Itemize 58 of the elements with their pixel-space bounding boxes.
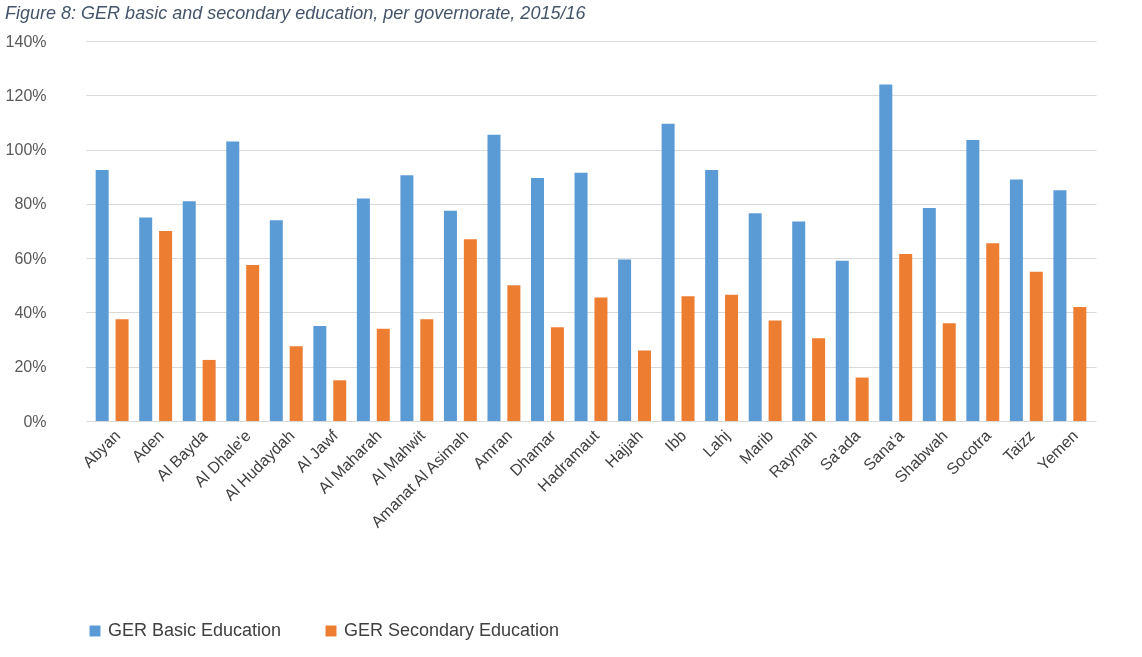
y-tick-label: 20% bbox=[14, 358, 47, 376]
y-tick-label: 40% bbox=[14, 303, 47, 321]
bar bbox=[899, 254, 913, 421]
bar bbox=[986, 243, 1000, 421]
bar bbox=[922, 207, 936, 421]
bar bbox=[618, 259, 632, 421]
bar bbox=[139, 217, 153, 421]
bar bbox=[594, 297, 608, 421]
bar bbox=[768, 320, 782, 421]
bar bbox=[661, 123, 675, 421]
bar bbox=[269, 220, 283, 421]
bar bbox=[550, 327, 564, 421]
bar bbox=[246, 264, 260, 421]
bar bbox=[1053, 190, 1067, 421]
bar bbox=[531, 178, 545, 421]
bar bbox=[182, 201, 196, 421]
bar bbox=[313, 326, 327, 421]
bar bbox=[835, 260, 849, 421]
bar bbox=[966, 140, 980, 421]
bar bbox=[792, 221, 806, 421]
y-tick-label: 100% bbox=[5, 141, 47, 159]
bar bbox=[202, 359, 216, 421]
bar bbox=[376, 328, 390, 421]
bar bbox=[879, 84, 893, 421]
bar bbox=[443, 210, 457, 421]
bar bbox=[463, 239, 477, 421]
bar bbox=[487, 134, 501, 421]
legend-label: GER Secondary Education bbox=[344, 620, 560, 640]
bar bbox=[333, 380, 347, 421]
bar bbox=[115, 319, 129, 421]
bar bbox=[507, 285, 521, 421]
bar bbox=[1073, 307, 1087, 421]
bar bbox=[942, 323, 956, 421]
bar bbox=[159, 231, 173, 421]
bar bbox=[681, 296, 695, 421]
chart-title: Figure 8: GER basic and secondary education, per governorate, 2015/16 bbox=[5, 3, 587, 23]
bar bbox=[400, 175, 414, 421]
y-tick-label: 60% bbox=[14, 249, 47, 267]
y-tick-label: 80% bbox=[14, 195, 47, 213]
bar bbox=[289, 346, 303, 421]
bar bbox=[1029, 271, 1043, 421]
y-tick-label: 0% bbox=[23, 412, 47, 430]
bar bbox=[812, 338, 826, 421]
bar bbox=[748, 213, 762, 421]
bar bbox=[95, 169, 109, 421]
x-tick-label: Ibb bbox=[661, 426, 690, 455]
bar bbox=[420, 319, 434, 421]
y-tick-label: 120% bbox=[5, 86, 47, 104]
bar bbox=[637, 350, 651, 421]
y-tick-label: 140% bbox=[5, 32, 47, 50]
bar bbox=[705, 169, 719, 421]
bar bbox=[356, 198, 370, 421]
legend-label: GER Basic Education bbox=[108, 620, 282, 640]
bar bbox=[1009, 179, 1023, 421]
bar bbox=[574, 172, 588, 421]
bar bbox=[725, 294, 739, 421]
bar bbox=[855, 377, 869, 421]
bar bbox=[226, 141, 240, 421]
